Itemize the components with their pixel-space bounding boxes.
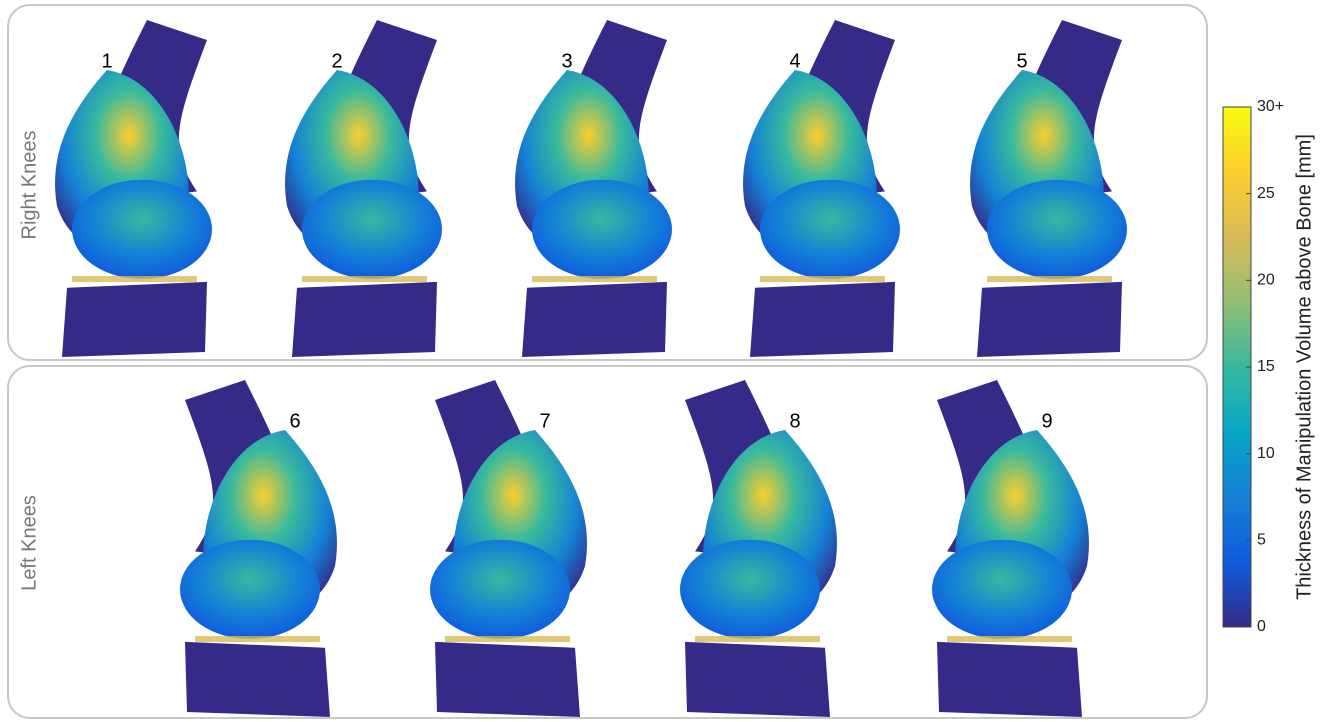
row-label: Right Knees	[18, 131, 40, 240]
tibia	[435, 641, 580, 717]
knee	[55, 20, 212, 357]
knee	[970, 20, 1127, 357]
condyle	[430, 539, 570, 639]
meniscus	[72, 276, 197, 283]
colorbar-label: Thickness of Manipulation Volume above B…	[1293, 134, 1315, 600]
knee	[430, 380, 587, 717]
condyle	[932, 539, 1072, 639]
meniscus	[695, 636, 820, 643]
meniscus	[947, 636, 1072, 643]
knee	[285, 20, 442, 357]
tibia	[522, 281, 667, 357]
tibia	[977, 281, 1122, 357]
condyle	[180, 539, 320, 639]
knee-number: 3	[561, 50, 572, 72]
meniscus	[532, 276, 657, 283]
knee	[680, 380, 837, 717]
knee-number: 4	[789, 50, 800, 72]
knees: 1 2 3 4 5 6 7 8 9	[55, 20, 1127, 717]
tibia	[685, 641, 830, 717]
meniscus	[987, 276, 1112, 283]
tibia	[62, 281, 207, 357]
knee	[932, 380, 1089, 717]
tibia	[937, 641, 1082, 717]
tick-label: 30+	[1257, 98, 1284, 115]
meniscus	[445, 636, 570, 643]
knee	[515, 20, 672, 357]
top-panel	[7, 4, 1208, 361]
knee	[743, 20, 900, 357]
knee-number: 9	[1041, 410, 1052, 432]
tick-label: 20	[1257, 272, 1275, 289]
colorbar-ticks: 0 5 10 15 20 25 30+	[1246, 98, 1284, 635]
tibia	[292, 281, 437, 357]
condyle	[760, 179, 900, 279]
knee-number: 7	[539, 410, 550, 432]
knee-number: 5	[1016, 50, 1027, 72]
condyle	[532, 179, 672, 279]
meniscus	[302, 276, 427, 283]
knee-number: 2	[331, 50, 342, 72]
knee	[180, 380, 337, 717]
bottom-panel	[7, 365, 1208, 719]
knee-number: 8	[789, 410, 800, 432]
knee-number: 6	[289, 410, 300, 432]
tick-label: 10	[1257, 445, 1275, 462]
meniscus	[760, 276, 885, 283]
tick-label: 25	[1257, 185, 1275, 202]
meniscus	[195, 636, 320, 643]
condyle	[987, 179, 1127, 279]
condyle	[680, 539, 820, 639]
condyle	[302, 179, 442, 279]
knee-number: 1	[101, 50, 112, 72]
tick-label: 15	[1257, 358, 1275, 375]
tibia	[750, 281, 895, 357]
tibia	[185, 641, 330, 717]
tick-label: 0	[1257, 618, 1266, 635]
tick-label: 5	[1257, 532, 1266, 549]
row-label: Left Knees	[18, 495, 40, 591]
condyle	[72, 179, 212, 279]
